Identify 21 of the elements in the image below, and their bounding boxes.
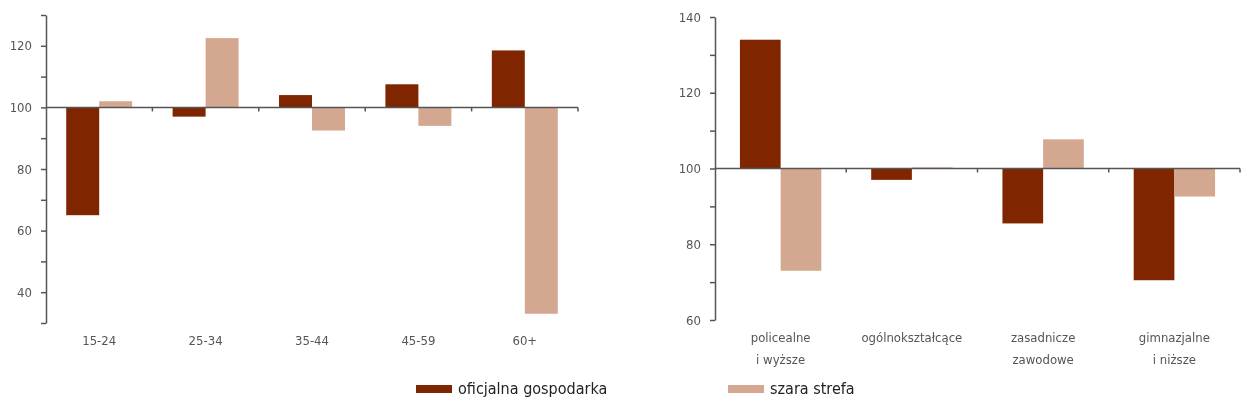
y-tick-label: 60 (17, 223, 32, 239)
x-tick-label: policealne i wyższe (750, 330, 811, 367)
x-tick-label: 45-59 (401, 333, 436, 348)
y-tick-label: 100 (678, 161, 701, 177)
x-tick-label: gimnazjalne i niższe (1138, 330, 1210, 367)
x-tick-label: zasadnicze zawodowe (1010, 330, 1076, 367)
x-tick-label: 15-24 (82, 333, 117, 348)
y-tick-label: 100 (9, 100, 32, 116)
y-tick-label: 120 (678, 85, 701, 101)
legend-label: oficjalna gospodarka (458, 379, 608, 398)
y-tick-label: 80 (17, 161, 32, 177)
x-tick-label: ogólnokształcące (861, 330, 963, 345)
y-tick-label: 140 (678, 9, 701, 25)
x-tick-label: 35-44 (295, 333, 329, 348)
y-tick-label: 80 (686, 236, 701, 252)
x-tick-label: 60+ (512, 333, 538, 348)
legend-label: szara strefa (770, 379, 855, 398)
x-tick-label: 25-34 (188, 333, 223, 348)
y-tick-label: 60 (686, 312, 701, 328)
y-tick-label: 40 (17, 284, 32, 300)
y-tick-label: 120 (9, 38, 32, 54)
